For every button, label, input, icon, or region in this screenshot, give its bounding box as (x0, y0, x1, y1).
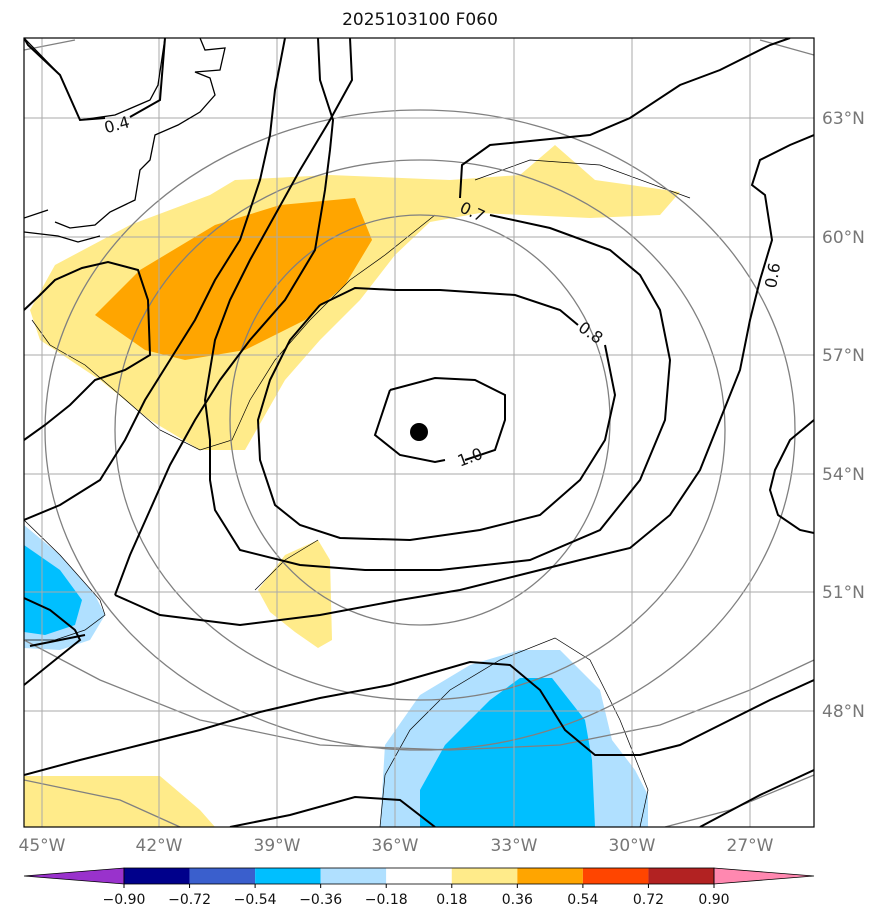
bold-contours (24, 38, 814, 827)
contour-west-loop (24, 260, 152, 441)
colorbar-tick-label: −0.54 (234, 892, 277, 908)
contour-label: 0.8 (575, 318, 607, 348)
lon-tick-label: 33°W (491, 836, 538, 856)
colorbar-tick-label: −0.72 (168, 892, 211, 908)
colorbar: −0.90 −0.72 −0.54 −0.36 −0.18 0.18 0.36 0.54 0.7… (23, 867, 815, 908)
coastline (24, 38, 226, 243)
contour-label: 0.6 (761, 261, 784, 289)
lon-tick-label: 45°W (19, 836, 66, 856)
graticule (24, 38, 814, 827)
gray-arc-south (24, 639, 814, 751)
colorbar-segment (189, 868, 256, 884)
colorbar-segment (255, 868, 321, 884)
lat-tick-label: 48°N (822, 702, 865, 722)
contour-0-4-b (129, 38, 166, 118)
lon-tick-label: 39°W (254, 836, 301, 856)
lat-tick-label: 60°N (822, 228, 865, 248)
thin-contour-a (31, 254, 386, 451)
lon-tick-label: 30°W (609, 836, 656, 856)
colorbar-segment (124, 868, 190, 884)
contour-0-7 (203, 38, 672, 571)
colorbar-segment (451, 868, 518, 884)
shade-band-yellow (30, 145, 680, 450)
shade-band-orange (95, 198, 372, 360)
colorbar-extend-high (713, 867, 815, 885)
colorbar-tick-label: 0.54 (567, 892, 598, 908)
lat-tick-label: 63°N (822, 109, 865, 129)
map-title: 2025103100 F060 (342, 10, 498, 30)
contour-ridge-a (24, 38, 286, 521)
contour-label: 1.0 (455, 444, 485, 471)
lat-tick-label: 51°N (822, 583, 865, 603)
shade-patch-yellow-southwest (24, 776, 215, 827)
contour-0-6 (114, 134, 814, 627)
contour-south-b (229, 795, 436, 827)
lat-tick-label: 57°N (822, 346, 865, 366)
colorbar-tick-label: 0.72 (633, 892, 664, 908)
colorbar-extend-low (23, 867, 125, 885)
contour-west-small (24, 597, 82, 686)
shade-patch-blue-west (24, 545, 82, 635)
colorbar-tick-label: −0.90 (103, 892, 146, 908)
contour-east (768, 419, 814, 534)
gray-arc-southeast (664, 774, 814, 827)
colorbar-tick-label: 0.18 (436, 892, 467, 908)
contour-west-small-b (29, 634, 86, 647)
colorbar-tick-label: −0.18 (365, 892, 408, 908)
colorbar-segment (582, 868, 649, 884)
lat-tick-label: 54°N (822, 465, 865, 485)
low-center-marker (410, 423, 428, 441)
shade-patch-yellow-center (258, 540, 332, 648)
contour-south-a (24, 660, 814, 776)
colorbar-outline (123, 867, 715, 885)
lon-tick-label: 42°W (136, 836, 183, 856)
thin-contour-e (254, 539, 319, 591)
gray-arc-southwest (24, 779, 181, 827)
colorbar-segment (517, 868, 583, 884)
lon-tick-labels: 45°W 42°W 39°W 36°W 33°W 30°W 27°W (19, 836, 774, 856)
contour-0-7-b (459, 38, 791, 199)
contour-1-0 (373, 376, 506, 464)
contour-ridge-b (114, 38, 335, 596)
lat-tick-labels: 63°N 60°N 57°N 54°N 51°N 48°N (822, 109, 865, 722)
contour-southeast (699, 769, 814, 827)
gray-arc-northeast (759, 39, 814, 56)
thin-contour-b (384, 214, 436, 256)
gray-circle-middle (114, 159, 726, 701)
colorbar-segment (648, 868, 714, 884)
lon-tick-label: 27°W (727, 836, 774, 856)
colorbar-tick-label: 0.36 (502, 892, 533, 908)
colorbar-tick-label: −0.36 (299, 892, 342, 908)
contour-0-8 (256, 286, 617, 542)
colorbar-segment (320, 868, 387, 884)
lon-tick-label: 36°W (372, 836, 419, 856)
contour-0-4 (24, 38, 106, 122)
map-area: 0.4 0.7 0.8 1.0 0.6 (24, 38, 814, 827)
colorbar-segment (386, 868, 452, 884)
gray-circle-outer (44, 109, 796, 751)
map-frame (23, 37, 815, 828)
colorbar-tick-label: 0.90 (698, 892, 729, 908)
shade-patch-blue-south (420, 678, 595, 827)
